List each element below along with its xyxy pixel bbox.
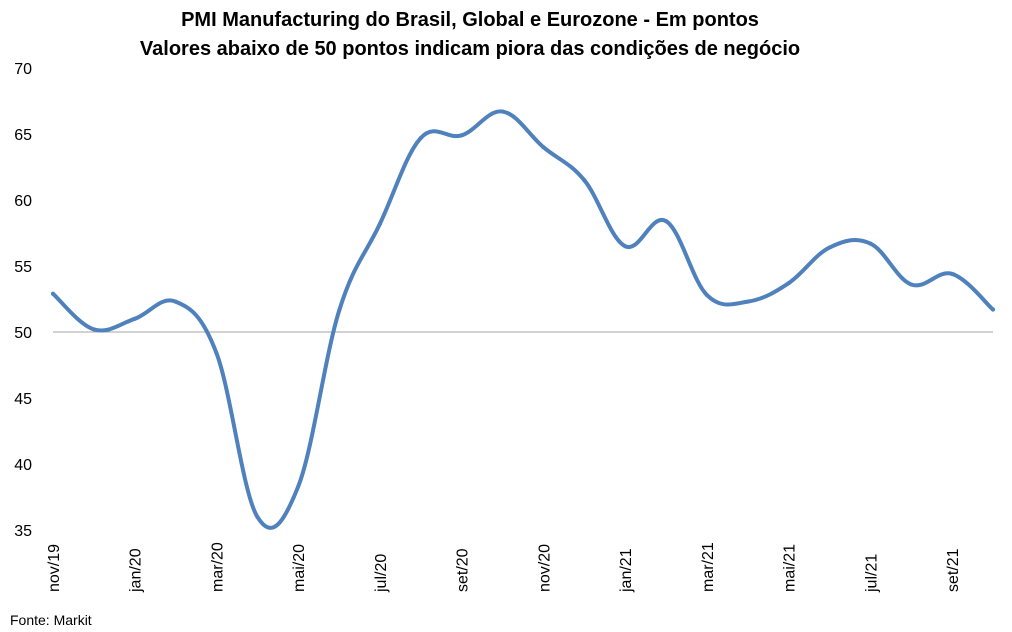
y-axis-tick-labels: 35 40 45 50 55 60 65 70 <box>14 61 32 540</box>
y-tick-label: 35 <box>14 523 32 540</box>
data-point <box>459 133 464 138</box>
x-tick-label: mar/21 <box>700 542 717 592</box>
y-tick-label: 60 <box>14 193 32 210</box>
x-tick-label: jan/20 <box>128 548 145 593</box>
x-tick-label: mar/20 <box>209 542 226 592</box>
y-tick-label: 65 <box>14 127 32 144</box>
x-tick-label: set/21 <box>945 548 962 592</box>
data-point <box>745 299 750 304</box>
data-point <box>786 281 791 286</box>
x-tick-label: jan/21 <box>618 548 635 593</box>
data-point <box>337 308 342 313</box>
data-point <box>296 484 301 489</box>
x-tick-label: nov/19 <box>46 544 63 592</box>
x-tick-label: jul/20 <box>373 554 390 593</box>
y-tick-label: 55 <box>14 259 32 276</box>
data-point <box>582 178 587 183</box>
data-point <box>214 351 219 356</box>
data-point <box>132 316 137 321</box>
data-point <box>991 307 995 312</box>
y-tick-label: 50 <box>14 325 32 342</box>
x-tick-label: jul/21 <box>863 554 880 593</box>
data-point <box>500 109 505 114</box>
y-tick-label: 70 <box>14 61 32 78</box>
data-point <box>418 135 423 140</box>
data-point <box>950 271 955 276</box>
source-note: Fonte: Markit <box>10 612 92 628</box>
data-point <box>91 327 96 332</box>
series-points <box>51 109 995 519</box>
x-tick-label: mai/20 <box>291 544 308 592</box>
series-line <box>51 109 995 530</box>
data-point <box>377 221 382 226</box>
data-point <box>255 514 260 519</box>
x-axis-tick-labels: nov/19 jan/20 mar/20 mai/20 jul/20 set/20 nov/… <box>46 542 962 593</box>
data-point <box>664 219 669 224</box>
chart-subtitle: Valores abaixo de 50 pontos indicam pior… <box>140 38 800 60</box>
data-point <box>909 282 914 287</box>
data-point <box>541 145 546 150</box>
chart-title: PMI Manufacturing do Brasil, Global e Eu… <box>181 9 759 31</box>
y-tick-label: 40 <box>14 457 32 474</box>
data-point <box>704 293 709 298</box>
x-tick-label: mai/21 <box>782 544 799 592</box>
data-point <box>173 299 178 304</box>
data-point <box>827 245 832 250</box>
x-tick-label: set/20 <box>455 548 472 592</box>
data-point <box>868 241 873 246</box>
data-point <box>623 244 628 249</box>
y-tick-label: 45 <box>14 391 32 408</box>
data-point <box>51 291 55 296</box>
x-tick-label: nov/20 <box>536 544 553 592</box>
